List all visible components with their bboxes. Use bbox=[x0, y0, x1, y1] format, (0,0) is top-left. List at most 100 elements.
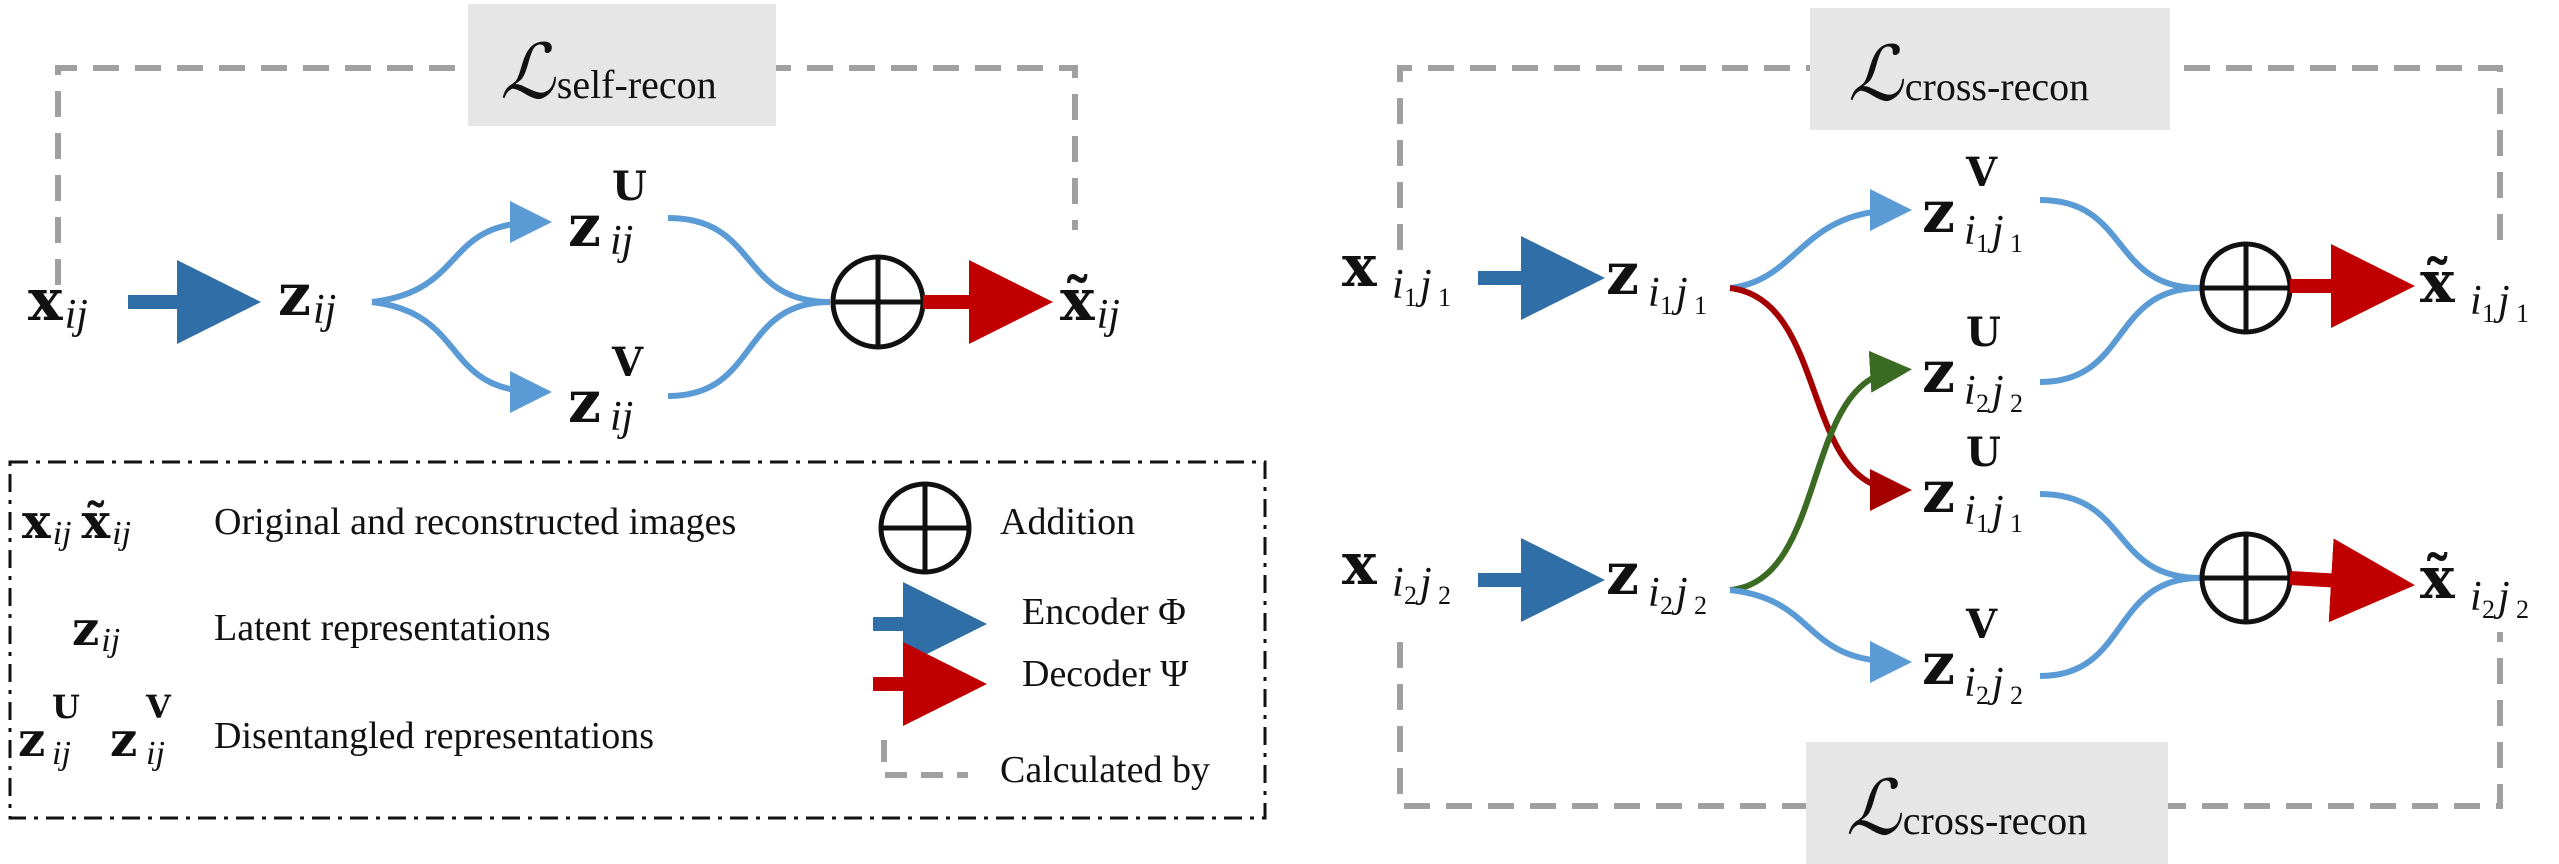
svg-text:2: 2 bbox=[1438, 581, 1451, 610]
legend-decoder-label: Decoder Ψ bbox=[1022, 653, 1188, 695]
self-output-xtilde: x̃ij bbox=[1060, 266, 1120, 338]
svg-text:z: z bbox=[1922, 178, 1955, 246]
svg-text:x: x bbox=[1342, 232, 1377, 300]
svg-text:i: i bbox=[1964, 208, 1976, 254]
svg-text:x: x bbox=[1342, 530, 1377, 598]
cross-decoder-arrow-bottom bbox=[2289, 538, 2415, 623]
svg-text:j: j bbox=[1415, 560, 1432, 606]
legend-z-symbol: zij bbox=[72, 601, 120, 659]
svg-text:i: i bbox=[2470, 574, 2482, 620]
self-input-x: xij bbox=[28, 266, 88, 338]
svg-text:j: j bbox=[1987, 208, 2004, 254]
self-zu-sub: ij bbox=[610, 218, 633, 264]
self-merge-lower bbox=[667, 299, 831, 399]
legend-disentangled-label: Disentangled representations bbox=[214, 715, 654, 757]
cross-split-z22-to-zv22 bbox=[1729, 587, 1912, 683]
svg-text:U: U bbox=[1966, 429, 2001, 476]
svg-text:1: 1 bbox=[1976, 509, 1989, 538]
legend-calculated-dash bbox=[881, 740, 968, 778]
svg-text:j: j bbox=[2493, 574, 2510, 620]
legend-addition-icon bbox=[878, 481, 972, 575]
svg-text:1: 1 bbox=[1694, 291, 1707, 320]
cross-addition-icon-top bbox=[2199, 241, 2293, 335]
legend-zu-sup: U bbox=[52, 688, 80, 726]
svg-text:i: i bbox=[2470, 278, 2482, 324]
legend-encoder-label: Encoder Φ bbox=[1022, 591, 1186, 633]
cross-output-xtilde11: x̃ i 1 j 1 bbox=[2420, 248, 2529, 328]
legend-panel: xij x̃ij Original and reconstructed image… bbox=[8, 460, 1267, 820]
svg-text:1: 1 bbox=[2010, 509, 2023, 538]
cross-loss-label-bottom: ℒcross-recon bbox=[1846, 767, 2087, 851]
legend-addition-label: Addition bbox=[1000, 501, 1135, 543]
svg-text:j: j bbox=[1987, 488, 2004, 534]
self-split-lower bbox=[371, 299, 552, 413]
svg-text:i: i bbox=[1648, 570, 1660, 616]
svg-text:V: V bbox=[1965, 601, 1998, 648]
svg-text:2: 2 bbox=[2482, 595, 2495, 624]
svg-text:1: 1 bbox=[1438, 283, 1451, 312]
svg-text:i: i bbox=[1964, 368, 1976, 414]
cross-swap-z11-to-zu11 bbox=[1729, 285, 1912, 511]
legend-zv-symbol: z bbox=[110, 712, 137, 768]
svg-text:j: j bbox=[1987, 368, 2004, 414]
svg-text:i: i bbox=[1392, 262, 1404, 308]
svg-text:i: i bbox=[1964, 488, 1976, 534]
cross-zu22: z U i 2 j 2 bbox=[1922, 309, 2023, 418]
cross-input-x11: x i 1 j 1 bbox=[1342, 232, 1451, 312]
svg-text:1: 1 bbox=[1976, 229, 1989, 258]
svg-text:2: 2 bbox=[1404, 581, 1417, 610]
cross-swap-z22-to-zu22 bbox=[1729, 350, 1912, 593]
cross-loss-box-bottom bbox=[1806, 742, 2168, 864]
svg-text:U: U bbox=[1966, 309, 2001, 356]
svg-text:j: j bbox=[1415, 262, 1432, 308]
svg-text:x̃: x̃ bbox=[2420, 544, 2455, 612]
legend-images-label: Original and reconstructed images bbox=[214, 501, 736, 543]
svg-text:1: 1 bbox=[2010, 229, 2023, 258]
legend-latent-label: Latent representations bbox=[214, 607, 551, 649]
svg-text:2: 2 bbox=[1976, 389, 1989, 418]
self-merge-upper bbox=[667, 215, 831, 305]
self-addition-icon bbox=[830, 254, 926, 350]
svg-text:1: 1 bbox=[2482, 299, 2495, 328]
cross-merge-bottom-lower bbox=[2039, 575, 2201, 679]
legend-zv-sup: V bbox=[145, 688, 172, 726]
self-recon-loss-box bbox=[468, 4, 776, 126]
svg-text:2: 2 bbox=[2010, 389, 2023, 418]
svg-text:2: 2 bbox=[1976, 681, 1989, 710]
legend-zv-sub: ij bbox=[146, 735, 165, 772]
legend-frame bbox=[8, 460, 1267, 820]
svg-text:j: j bbox=[2493, 278, 2510, 324]
cross-output-xtilde22: x̃ i 2 j 2 bbox=[2420, 544, 2529, 624]
cross-addition-icon-bottom bbox=[2199, 531, 2293, 625]
svg-text:z: z bbox=[1922, 630, 1955, 698]
cross-loss-label-top: ℒcross-recon bbox=[1848, 33, 2089, 117]
cross-zv22: z V i 2 j 2 bbox=[1922, 601, 2023, 710]
svg-text:x̃: x̃ bbox=[2420, 248, 2455, 316]
cross-merge-top-lower bbox=[2039, 285, 2201, 385]
self-recon-loss-label: ℒself-recon bbox=[500, 31, 717, 115]
cross-loss-box-top bbox=[1810, 8, 2170, 130]
svg-text:i: i bbox=[1964, 660, 1976, 706]
self-latent-z: zij bbox=[278, 261, 336, 333]
svg-text:2: 2 bbox=[2516, 595, 2529, 624]
cross-zv11: z V i 1 j 1 bbox=[1922, 149, 2023, 258]
svg-text:j: j bbox=[1987, 660, 2004, 706]
cross-split-z11-to-zv11 bbox=[1729, 189, 1912, 291]
svg-text:V: V bbox=[1965, 149, 1998, 196]
cross-latent-z11: z i 1 j 1 bbox=[1606, 240, 1707, 320]
svg-text:z: z bbox=[1922, 338, 1955, 406]
self-zu-sup: U bbox=[612, 163, 647, 210]
self-split-upper bbox=[371, 201, 552, 305]
svg-text:i: i bbox=[1648, 270, 1660, 316]
cross-zu11: z U i 1 j 1 bbox=[1922, 429, 2023, 538]
self-zv-sub: ij bbox=[610, 394, 633, 440]
self-zu: z bbox=[568, 192, 601, 260]
svg-text:z: z bbox=[1922, 458, 1955, 526]
legend-zu-sub: ij bbox=[52, 735, 71, 772]
svg-text:2: 2 bbox=[1694, 591, 1707, 620]
svg-text:1: 1 bbox=[2516, 299, 2529, 328]
legend-x-symbols: xij x̃ij bbox=[22, 494, 131, 552]
legend-calculated-label: Calculated by bbox=[1000, 749, 1210, 791]
self-recon-panel: ℒself-recon xij zij z U ij z V ij x̃ij bbox=[28, 4, 1120, 440]
